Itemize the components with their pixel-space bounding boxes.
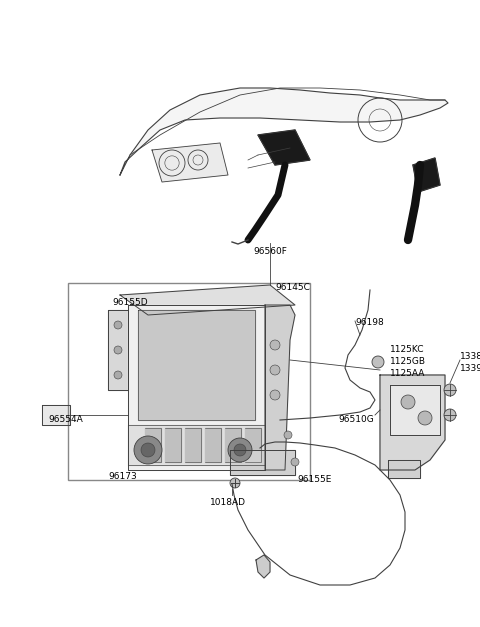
Text: 96198: 96198 <box>355 318 384 327</box>
Text: 96510G: 96510G <box>338 415 374 424</box>
Circle shape <box>114 321 122 329</box>
Polygon shape <box>245 428 261 462</box>
Polygon shape <box>390 385 440 435</box>
Circle shape <box>234 444 246 456</box>
Polygon shape <box>108 310 128 390</box>
Polygon shape <box>120 285 295 315</box>
Polygon shape <box>128 305 265 470</box>
Circle shape <box>444 384 456 396</box>
Circle shape <box>230 478 240 488</box>
Circle shape <box>444 409 456 421</box>
Polygon shape <box>230 450 295 475</box>
Text: 1018AD: 1018AD <box>210 498 246 507</box>
Text: 1338AC: 1338AC <box>460 352 480 361</box>
Circle shape <box>270 340 280 350</box>
Polygon shape <box>185 428 201 462</box>
Text: 1339CC: 1339CC <box>460 364 480 373</box>
Circle shape <box>291 458 299 466</box>
Text: 1125KC: 1125KC <box>390 345 424 354</box>
Polygon shape <box>388 460 420 478</box>
Text: 96554A: 96554A <box>48 415 83 424</box>
Text: 1125AA: 1125AA <box>390 369 425 378</box>
Text: 96173: 96173 <box>108 472 137 481</box>
Circle shape <box>228 438 252 462</box>
Polygon shape <box>258 130 310 165</box>
Polygon shape <box>120 88 448 175</box>
Circle shape <box>270 365 280 375</box>
Polygon shape <box>42 405 70 425</box>
Polygon shape <box>145 428 161 462</box>
Circle shape <box>134 436 162 464</box>
Circle shape <box>114 346 122 354</box>
Polygon shape <box>265 305 295 470</box>
Circle shape <box>418 411 432 425</box>
Circle shape <box>141 443 155 457</box>
Polygon shape <box>413 158 440 192</box>
Polygon shape <box>138 310 255 420</box>
Polygon shape <box>152 143 228 182</box>
Polygon shape <box>380 375 445 470</box>
Polygon shape <box>165 428 181 462</box>
Circle shape <box>284 431 292 439</box>
Circle shape <box>270 390 280 400</box>
Text: 96155D: 96155D <box>112 298 148 307</box>
Polygon shape <box>256 555 270 578</box>
Polygon shape <box>128 425 265 465</box>
Circle shape <box>372 356 384 368</box>
Text: 96155E: 96155E <box>297 475 331 484</box>
Text: 1125GB: 1125GB <box>390 357 426 366</box>
Polygon shape <box>205 428 221 462</box>
Circle shape <box>114 371 122 379</box>
Circle shape <box>401 395 415 409</box>
Text: 96145C: 96145C <box>275 283 310 292</box>
Polygon shape <box>225 428 241 462</box>
Bar <box>68 283 310 480</box>
Text: 96560F: 96560F <box>253 247 287 256</box>
